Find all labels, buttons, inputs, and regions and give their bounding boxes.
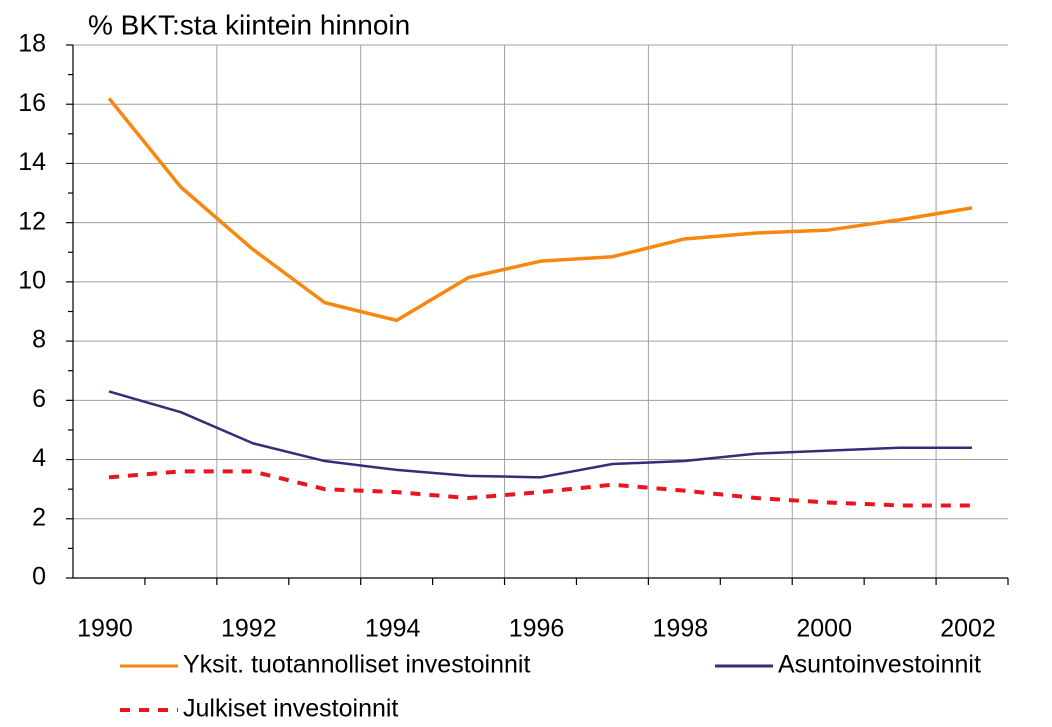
chart-title: % BKT:sta kiintein hinnoin <box>88 9 410 40</box>
y-tick-label: 0 <box>32 563 46 591</box>
y-tick-label: 2 <box>32 503 46 531</box>
x-tick-label: 1994 <box>365 615 421 643</box>
y-tick-label: 12 <box>18 207 46 235</box>
y-tick-label: 6 <box>32 385 46 413</box>
y-tick-label: 8 <box>32 326 46 354</box>
x-tick-label: 1990 <box>77 615 133 643</box>
x-tick-label: 1998 <box>653 615 709 643</box>
series-line <box>108 390 973 479</box>
x-tick-label: 1992 <box>221 615 277 643</box>
x-tick-label: 1996 <box>509 615 565 643</box>
legend-label: Yksit. tuotannolliset investoinnit <box>183 651 530 679</box>
legend-label: Asuntoinvestoinnit <box>778 651 981 679</box>
series-line <box>108 469 973 508</box>
series-line <box>107 97 973 323</box>
y-tick-label: 14 <box>18 148 46 176</box>
legend-label: Julkiset investoinnit <box>183 695 398 723</box>
x-tick-label: 2000 <box>796 615 852 643</box>
y-tick-label: 18 <box>18 30 46 58</box>
y-tick-label: 4 <box>32 444 46 472</box>
y-tick-label: 10 <box>18 266 46 294</box>
x-tick-label: 2002 <box>940 615 996 643</box>
y-tick-label: 16 <box>18 89 46 117</box>
